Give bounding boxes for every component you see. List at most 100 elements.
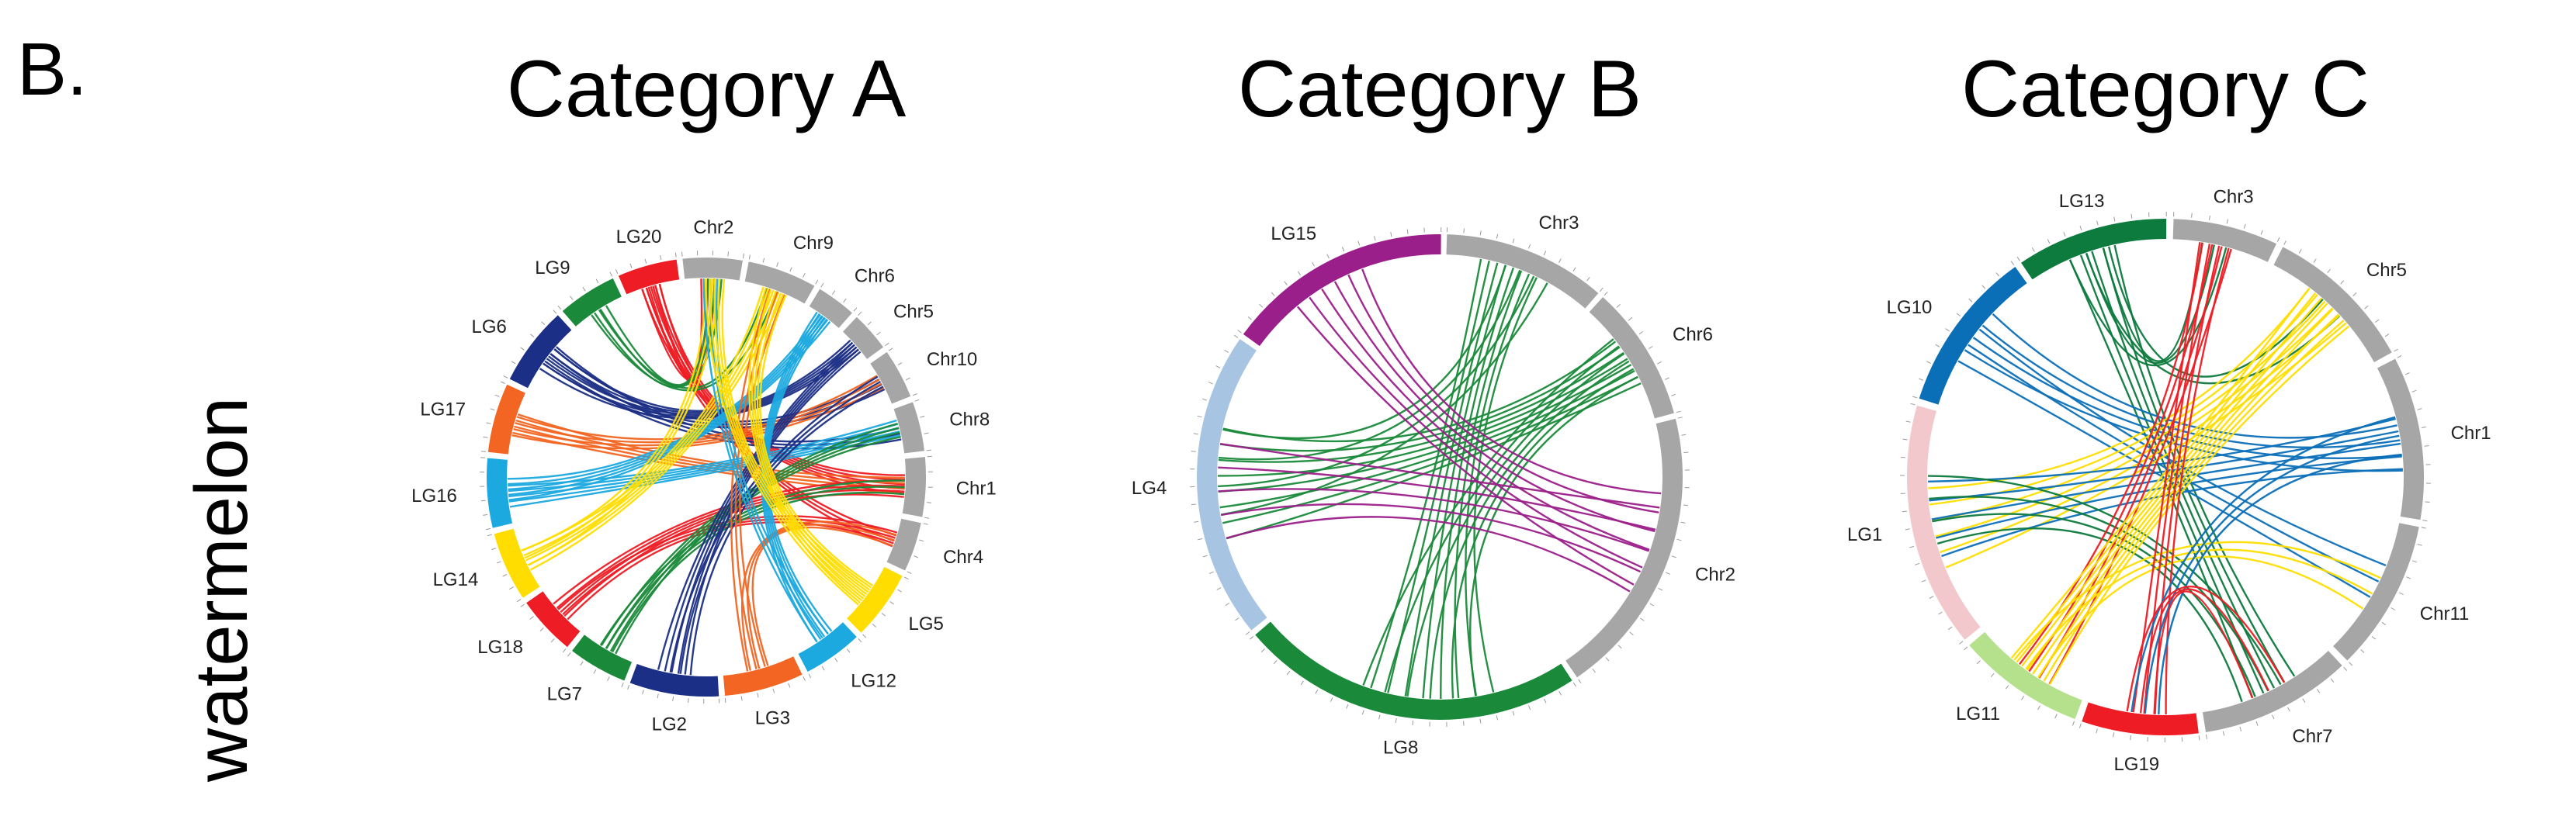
- chord-tick: [494, 394, 500, 397]
- chord-label-chr5: Chr5: [2366, 260, 2407, 281]
- chord-label-lg6: LG6: [472, 316, 507, 337]
- chord-tick: [1198, 538, 1203, 541]
- chord-tick: [912, 393, 917, 396]
- chord-tick: [748, 254, 751, 260]
- chord-tick: [1605, 657, 1610, 662]
- chord-tick: [904, 576, 909, 580]
- chord-label-lg8: LG8: [1383, 737, 1418, 758]
- chord-tick: [2198, 735, 2200, 741]
- chord-tick: [1649, 346, 1653, 350]
- chord-tick: [2016, 257, 2020, 261]
- chord-segment-lg16: [487, 458, 513, 528]
- chord-tick: [1919, 378, 1924, 381]
- chord-link-lg14-chr9: [523, 288, 770, 557]
- chord-link-lg8-chr3: [1440, 267, 1515, 700]
- chord-tick: [1208, 571, 1214, 574]
- chord-tick: [1915, 562, 1920, 565]
- chord-tick: [657, 693, 659, 699]
- chord-segment-chr11: [2332, 523, 2419, 661]
- chord-link-lg3-chr9: [730, 289, 771, 672]
- chord-tick: [2371, 636, 2377, 640]
- chord-tick: [821, 666, 825, 671]
- chord-tick: [1926, 361, 1931, 364]
- chord-tick: [927, 455, 932, 458]
- chord-link-lg1-chr1: [1929, 430, 2399, 502]
- chord-tick: [1202, 398, 1208, 401]
- chord-link-lg19-chr3: [2154, 245, 2221, 714]
- chord-tick: [1330, 697, 1333, 702]
- chord-tick: [924, 432, 929, 434]
- row-label: watermelon: [180, 397, 263, 783]
- chord-label-lg11: LG11: [1956, 704, 2000, 724]
- chord-label-lg16: LG16: [411, 486, 457, 507]
- chord-tick: [740, 696, 743, 701]
- chord-link-lg8-chr6: [1362, 338, 1614, 686]
- chord-link-lg6-chr5: [546, 344, 855, 416]
- chord-link-lg19-chr1: [2130, 416, 2396, 713]
- chord-tick: [789, 267, 792, 272]
- chord-tick: [853, 307, 858, 312]
- chord-tick: [681, 251, 683, 257]
- chord-tick: [1681, 434, 1687, 436]
- chord-tick: [1671, 555, 1676, 558]
- chord-link-lg19-chr1: [2158, 453, 2402, 714]
- chord-link-lg5-chr2: [721, 278, 872, 589]
- chord-segment-lg9: [562, 278, 622, 327]
- chord-tick: [1390, 232, 1392, 237]
- chord-tick: [776, 261, 779, 267]
- chord-segment-lg14: [494, 528, 540, 598]
- chord-tick: [881, 613, 886, 617]
- chord-tick: [2063, 232, 2066, 237]
- chord-segment-chr5: [842, 316, 884, 360]
- chord-link-lg11-chr11: [2025, 548, 2373, 670]
- chord-tick: [1543, 698, 1547, 704]
- chord-link-lg12-chr2: [715, 278, 829, 635]
- chord-tick: [2421, 527, 2426, 529]
- chord-tick: [727, 251, 729, 257]
- chord-tick: [1945, 328, 1950, 332]
- chord-link-lg4-chr6: [1222, 376, 1638, 524]
- chord-label-chr11: Chr11: [2420, 603, 2470, 624]
- chord-tick: [1981, 285, 1986, 289]
- chord-link-lg4-chr3: [1222, 265, 1507, 440]
- chord-tick: [2096, 728, 2098, 734]
- chord-segment-chr6: [809, 289, 852, 328]
- chord-tick: [2226, 219, 2228, 224]
- chord-link-lg5-chr2: [717, 278, 869, 593]
- chord-tick: [1312, 261, 1316, 267]
- chord-tick: [1657, 361, 1662, 365]
- chord-link-lg11-chr5: [2037, 313, 2339, 679]
- chord-tick: [2191, 213, 2193, 218]
- chord-tick: [2005, 685, 2009, 690]
- chord-tick: [567, 652, 571, 657]
- chord-tick: [1909, 545, 1915, 548]
- chord-tick: [1260, 648, 1265, 652]
- chord-link-lg4-chr6: [1222, 341, 1617, 443]
- chord-link-lg4-chr3: [1218, 275, 1535, 488]
- chord-tick: [2021, 696, 2025, 700]
- chord-tick: [2424, 445, 2429, 447]
- chord-segment-chr3: [1446, 234, 1599, 309]
- chord-tick: [2394, 348, 2398, 352]
- chord-tick: [1463, 721, 1465, 726]
- chord-tick: [1527, 244, 1531, 249]
- chord-link-lg4-chr2: [1220, 503, 1642, 573]
- chord-tick: [1194, 520, 1199, 523]
- chord-segment-chr1: [902, 457, 927, 517]
- chord-tick: [1676, 538, 1682, 541]
- chord-tick: [858, 638, 862, 643]
- chord-tick: [1208, 382, 1213, 385]
- chord-tick: [1976, 660, 1981, 665]
- chord-link-lg16-chr8: [509, 434, 901, 508]
- chord-tick: [1215, 365, 1221, 368]
- chord-link-lg2-chr5: [677, 348, 859, 674]
- chord-tick: [2381, 621, 2387, 626]
- chord-segment-chr4: [886, 518, 921, 571]
- chord-tick: [2349, 662, 2353, 666]
- chord-tick: [1910, 403, 1916, 406]
- chord-tick: [2298, 249, 2302, 254]
- chord-tick: [483, 513, 488, 516]
- chord-tick: [593, 669, 597, 674]
- chord-tick: [2260, 230, 2263, 235]
- chord-tick: [1479, 230, 1482, 236]
